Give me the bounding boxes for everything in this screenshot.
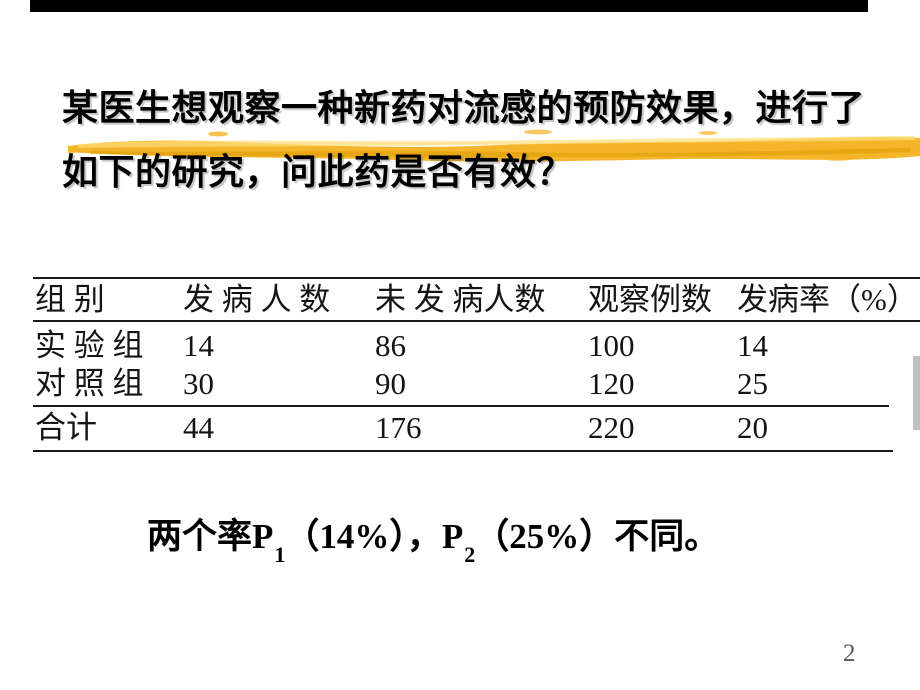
table-cell: 90 (375, 366, 406, 401)
table-rule-bottom (33, 450, 893, 452)
table-cell: 120 (588, 366, 635, 401)
table-header-rate: 发病率（%） (737, 282, 918, 317)
top-black-bar (30, 0, 868, 12)
table-header-noncases: 未 发 病人数 (375, 282, 546, 317)
conclusion-part1: 两个率P (147, 517, 274, 556)
table-cell: 86 (375, 328, 406, 363)
yellow-highlighter-stroke (68, 129, 920, 162)
table-header-observed: 观察例数 (588, 282, 712, 317)
right-edge-scrollbar-fragment[interactable] (913, 356, 920, 430)
table-cell: 25 (737, 366, 768, 401)
table-row-label: 合计 (35, 410, 97, 445)
slide-title-line-2: 如下的研究，问此药是否有效？ (62, 151, 574, 192)
table-cell: 30 (183, 366, 214, 401)
table-row-label: 对 照 组 (35, 366, 144, 401)
table-row-label: 实 验 组 (35, 328, 144, 363)
conclusion-part3: （25%）不同。 (474, 517, 720, 556)
conclusion-subscript-1: 1 (274, 542, 286, 567)
table-cell: 44 (183, 410, 214, 445)
conclusion-subscript-2: 2 (464, 542, 476, 567)
table-cell: 20 (737, 410, 768, 445)
conclusion-text: 两个率P1（14%），P2（25%）不同。 (147, 508, 720, 566)
table-header-group: 组 别 (35, 282, 105, 317)
table-rule-header (33, 320, 920, 322)
table-rule-top (33, 277, 920, 279)
conclusion-part2: （14%），P (284, 517, 464, 556)
slide-title-line-1: 某医生想观察一种新药对流感的预防效果，进行了 (62, 87, 866, 128)
table-cell: 14 (183, 328, 214, 363)
page-number: 2 (843, 640, 856, 667)
table-cell: 14 (737, 328, 768, 363)
table-cell: 220 (588, 410, 635, 445)
table-cell: 100 (588, 328, 635, 363)
table-cell: 176 (375, 410, 422, 445)
table-rule-mid (33, 405, 889, 407)
table-header-cases: 发 病 人 数 (183, 282, 331, 317)
